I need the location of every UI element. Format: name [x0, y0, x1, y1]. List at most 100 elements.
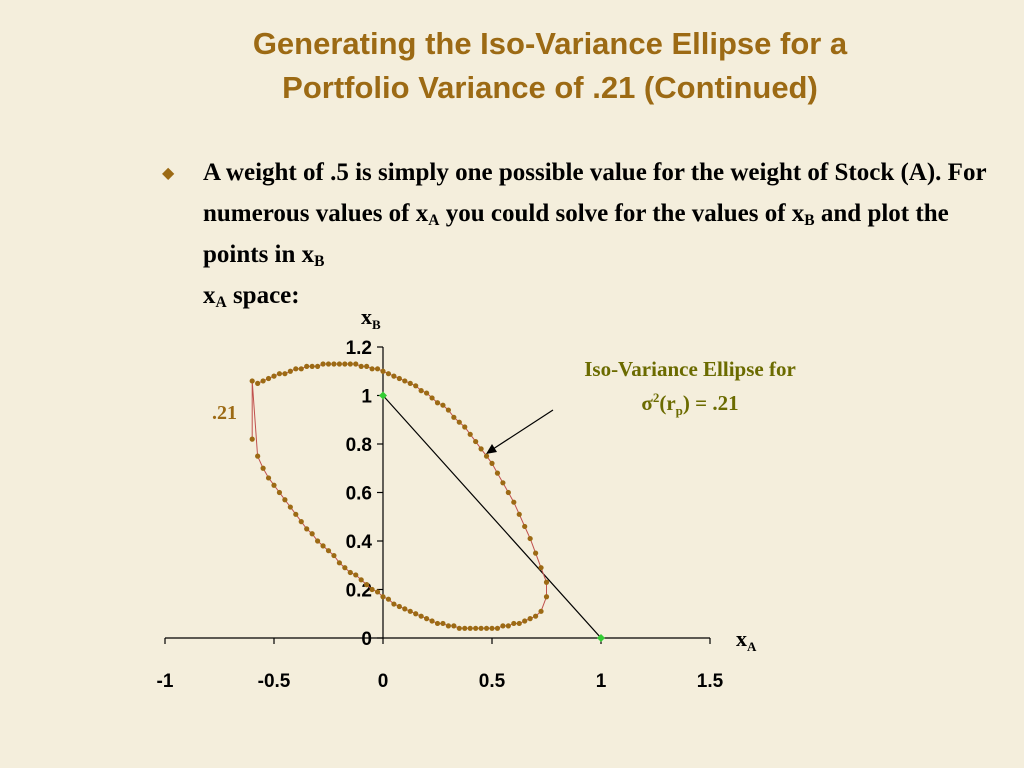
ellipse-point: [451, 623, 457, 629]
y-tick-label: 1: [361, 387, 372, 408]
title-line-2: Portfolio Variance of .21 (Continued): [282, 70, 818, 105]
annotation-line-1: Iso-Variance Ellipse for: [584, 357, 796, 381]
x-tick-label: 0: [378, 671, 389, 692]
ellipse-point: [391, 601, 397, 607]
ellipse-point: [533, 613, 539, 619]
ellipse-point: [511, 620, 517, 627]
ellipse-point: [533, 550, 539, 556]
ellipse-point: [424, 616, 430, 622]
ellipse-point: [434, 400, 441, 406]
connector-line: [382, 395, 602, 639]
endpoint-marker: [597, 634, 605, 642]
ellipse-point: [293, 366, 299, 372]
bullet-sub-4: A: [215, 294, 227, 311]
ellipse-point: [298, 519, 304, 525]
ellipse-point: [282, 497, 288, 503]
ellipse-point: [543, 579, 550, 585]
bullet-sub-3: B: [314, 253, 325, 270]
ellipse-point: [527, 616, 533, 622]
ellipse-point: [522, 523, 528, 530]
ellipse-point: [315, 363, 321, 369]
ellipse-point: [304, 363, 310, 369]
ellipse-point: [505, 623, 511, 629]
y-tick-label: 1.2: [346, 338, 372, 359]
ellipse-point: [265, 375, 272, 382]
y-tick-label: 0.4: [346, 532, 373, 553]
ellipse-point: [320, 543, 326, 549]
ellipse-point: [271, 373, 277, 379]
y-tick-label: 0: [361, 629, 372, 650]
y-tick-label: 0.6: [346, 484, 372, 505]
ellipse-point: [342, 361, 348, 367]
ellipse-point: [522, 618, 528, 624]
bullet-text: A weight of .5 is simply one possible va…: [168, 152, 1008, 316]
x-axis-label: xA: [736, 626, 757, 654]
ellipse-point: [325, 548, 332, 554]
ellipse-point: [467, 625, 473, 631]
ellipse-point: [467, 431, 473, 437]
annotation-arrow: [489, 409, 554, 452]
ellipse-point: [315, 538, 321, 544]
bullet-sub-1: A: [428, 212, 440, 229]
ellipse-point: [489, 625, 495, 631]
ellipse-series: [249, 361, 550, 631]
ellipse-point: [331, 361, 337, 367]
ellipse-point: [358, 577, 364, 583]
ellipse-point: [429, 395, 435, 401]
title-line-1: Generating the Iso-Variance Ellipse for …: [252, 26, 848, 61]
slide-title: Generating the Iso-Variance Ellipse for …: [120, 22, 980, 110]
ellipse-point: [434, 620, 441, 627]
bullet-text-part-5: space:: [226, 282, 300, 309]
ellipse-point: [342, 565, 348, 571]
ellipse-point: [500, 480, 506, 486]
ellipse-point: [260, 378, 266, 384]
ellipse-point: [271, 482, 277, 488]
ellipse-point: [402, 378, 408, 384]
ellipse-point: [304, 526, 310, 532]
ellipse-point: [407, 380, 413, 386]
bullet-text-part-2: you could solve for the values of x: [439, 200, 805, 227]
ellipse-point: [265, 475, 272, 481]
iso-variance-chart: -1 -0.5 0 0.5 1 1.500.20.40.60.811.2 xB xA .2…: [157, 304, 796, 692]
ellipse-point: [353, 572, 359, 578]
ellipse-line: [251, 363, 547, 629]
ellipse-point: [380, 594, 386, 600]
connector-line-group: [382, 395, 602, 639]
ellipse-point: [418, 613, 424, 619]
ellipse-point: [276, 489, 283, 496]
ellipse-point: [309, 363, 315, 369]
x-tick-label: 1: [596, 671, 607, 692]
ellipse-point: [456, 625, 462, 631]
ellipse-point: [347, 361, 353, 367]
ellipse-point: [364, 582, 370, 588]
ellipse-point: [396, 603, 402, 610]
ellipse-point: [527, 535, 533, 542]
ellipse-point: [538, 565, 544, 571]
ellipse-point: [396, 375, 402, 382]
chart-axes: -1 -0.5 0 0.5 1 1.500.20.40.60.811.2: [157, 338, 724, 692]
diamond-bullet-icon: ◆: [162, 163, 175, 182]
x-tick-label: 1.5: [697, 671, 724, 692]
ellipse-point: [369, 366, 375, 372]
ellipse-point: [287, 504, 293, 510]
ellipse-point: [440, 620, 446, 627]
ellipse-point: [385, 596, 392, 602]
ellipse-point: [538, 608, 544, 614]
ellipse-point: [255, 380, 261, 386]
ellipse-point: [483, 625, 490, 631]
ellipse-point: [456, 419, 462, 425]
ellipse-point: [298, 366, 304, 372]
ellipse-point: [483, 453, 490, 459]
annotation-line-2: σ2(rp) = .21: [641, 390, 738, 418]
ellipse-point: [516, 620, 522, 627]
x-tick-label: 0.5: [479, 671, 506, 692]
ellipse-point: [293, 511, 299, 517]
ellipse-point: [473, 625, 479, 631]
ellipse-point: [451, 414, 457, 420]
ellipse-point: [478, 625, 484, 631]
ellipse-point: [309, 531, 315, 537]
bullet-text-part-1: A weight of .5 is simply one possible va…: [203, 159, 987, 227]
ellipse-point: [255, 453, 261, 459]
ellipse-point: [478, 446, 484, 452]
x-tick-label: -0.5: [258, 671, 291, 692]
